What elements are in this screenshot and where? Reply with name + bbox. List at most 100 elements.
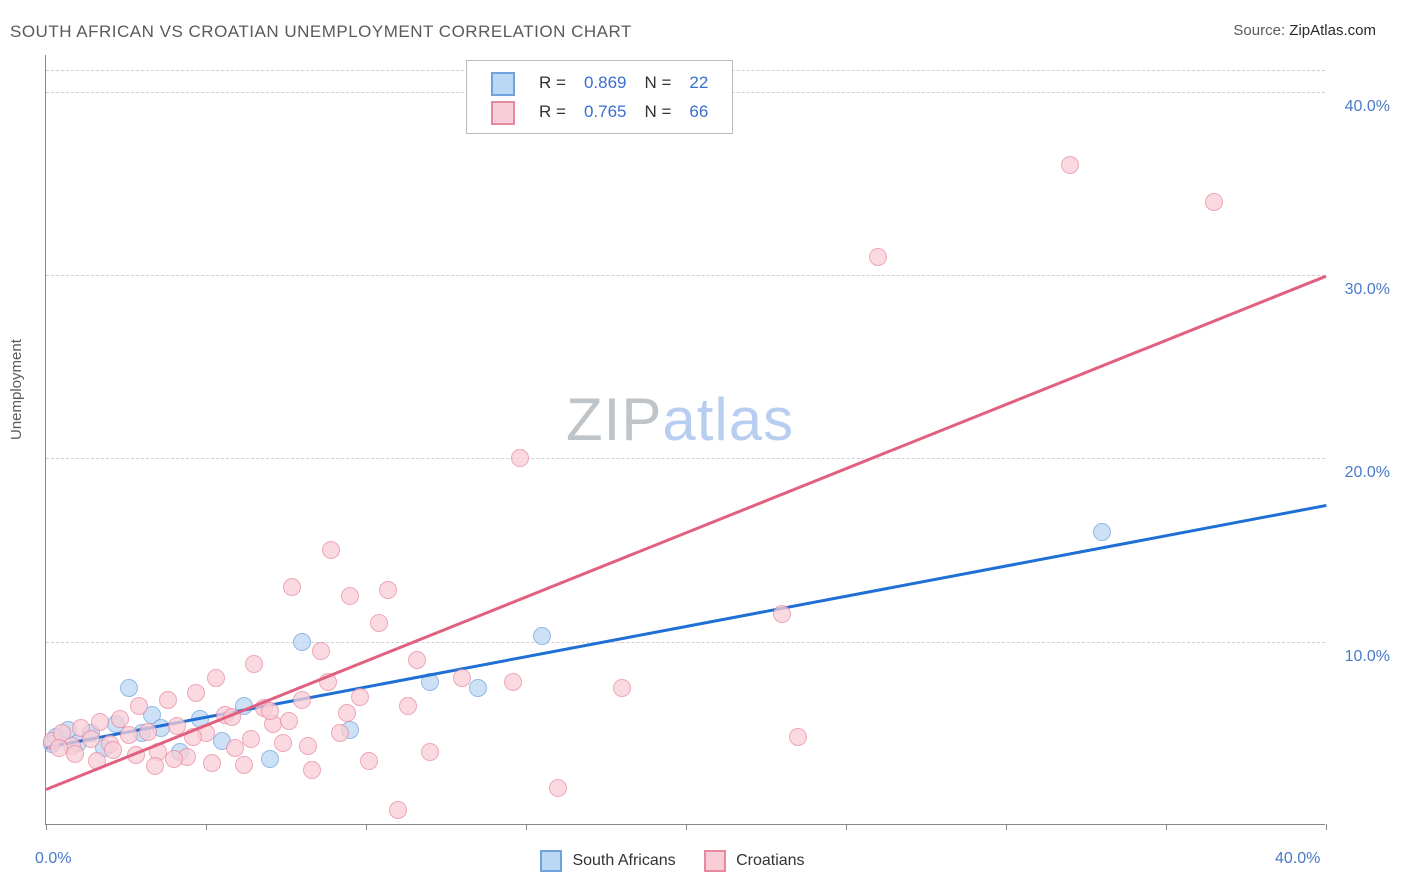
- data-point: [293, 633, 311, 651]
- data-point: [130, 697, 148, 715]
- legend-n-value: 66: [681, 98, 716, 125]
- data-point: [187, 684, 205, 702]
- watermark-zip: ZIP: [566, 386, 662, 453]
- x-tick-mark: [1166, 824, 1167, 830]
- data-point: [421, 743, 439, 761]
- legend-r-value: 0.765: [576, 98, 635, 125]
- data-point: [66, 745, 84, 763]
- gridline: [46, 458, 1325, 459]
- legend-swatch: [540, 850, 562, 872]
- data-point: [338, 704, 356, 722]
- data-point: [261, 750, 279, 768]
- source-label: Source: ZipAtlas.com: [1233, 22, 1376, 39]
- data-point: [91, 713, 109, 731]
- chart-title: SOUTH AFRICAN VS CROATIAN UNEMPLOYMENT C…: [10, 22, 632, 42]
- legend-n-label: N =: [636, 98, 679, 125]
- legend-series: South Africans Croatians: [540, 850, 833, 872]
- data-point: [1093, 523, 1111, 541]
- gridline: [46, 642, 1325, 643]
- data-point: [235, 756, 253, 774]
- data-point: [280, 712, 298, 730]
- legend-item: South Africans: [540, 852, 676, 869]
- legend-row: R =0.765N =66: [483, 98, 716, 125]
- data-point: [322, 541, 340, 559]
- legend-item-label: South Africans: [572, 852, 675, 869]
- data-point: [399, 697, 417, 715]
- legend-r-label: R =: [531, 98, 574, 125]
- y-axis-title: Unemployment: [8, 339, 25, 440]
- data-point: [1061, 156, 1079, 174]
- x-tick-mark: [1326, 824, 1327, 830]
- data-point: [389, 801, 407, 819]
- data-point: [351, 688, 369, 706]
- x-tick-mark: [206, 824, 207, 830]
- x-tick-mark: [846, 824, 847, 830]
- data-point: [504, 673, 522, 691]
- x-tick-mark: [526, 824, 527, 830]
- data-point: [159, 691, 177, 709]
- data-point: [120, 679, 138, 697]
- y-tick-label: 40.0%: [1345, 98, 1390, 116]
- data-point: [104, 741, 122, 759]
- y-tick-label: 30.0%: [1345, 281, 1390, 299]
- legend-swatch: [491, 101, 515, 125]
- watermark-atlas: atlas: [662, 386, 794, 453]
- legend-n-value: 22: [681, 69, 716, 96]
- data-point: [453, 669, 471, 687]
- data-point: [274, 734, 292, 752]
- data-point: [370, 614, 388, 632]
- data-point: [549, 779, 567, 797]
- x-tick-mark: [366, 824, 367, 830]
- data-point: [789, 728, 807, 746]
- data-point: [203, 754, 221, 772]
- legend-r-label: R =: [531, 69, 574, 96]
- data-point: [82, 730, 100, 748]
- data-point: [245, 655, 263, 673]
- data-point: [1205, 193, 1223, 211]
- data-point: [360, 752, 378, 770]
- watermark: ZIPatlas: [566, 385, 794, 454]
- data-point: [773, 605, 791, 623]
- legend-correlation: R =0.869N =22R =0.765N =66: [466, 60, 733, 134]
- data-point: [111, 710, 129, 728]
- x-tick-mark: [46, 824, 47, 830]
- data-point: [469, 679, 487, 697]
- data-point: [408, 651, 426, 669]
- data-point: [261, 702, 279, 720]
- data-point: [869, 248, 887, 266]
- data-point: [120, 726, 138, 744]
- data-point: [242, 730, 260, 748]
- legend-row: R =0.869N =22: [483, 69, 716, 96]
- y-tick-label: 10.0%: [1345, 648, 1390, 666]
- legend-r-value: 0.869: [576, 69, 635, 96]
- x-tick-mark: [1006, 824, 1007, 830]
- data-point: [146, 757, 164, 775]
- x-tick-mark: [686, 824, 687, 830]
- data-point: [293, 691, 311, 709]
- trend-line: [46, 275, 1327, 791]
- data-point: [139, 723, 157, 741]
- data-point: [533, 627, 551, 645]
- data-point: [613, 679, 631, 697]
- data-point: [341, 587, 359, 605]
- data-point: [207, 669, 225, 687]
- scatter-plot: ZIPatlas R =0.869N =22R =0.765N =66 10.0…: [45, 55, 1325, 825]
- data-point: [511, 449, 529, 467]
- data-point: [331, 724, 349, 742]
- data-point: [312, 642, 330, 660]
- data-point: [283, 578, 301, 596]
- source-name: ZipAtlas.com: [1289, 22, 1376, 39]
- x-tick-label: 40.0%: [1275, 850, 1320, 868]
- legend-item-label: Croatians: [736, 852, 804, 869]
- legend-swatch: [491, 72, 515, 96]
- data-point: [303, 761, 321, 779]
- x-tick-label: 0.0%: [35, 850, 71, 868]
- legend-item: Croatians: [704, 852, 805, 869]
- legend-table: R =0.869N =22R =0.765N =66: [481, 67, 718, 127]
- y-tick-label: 20.0%: [1345, 464, 1390, 482]
- data-point: [226, 739, 244, 757]
- data-point: [165, 750, 183, 768]
- data-point: [379, 581, 397, 599]
- gridline: [46, 275, 1325, 276]
- source-prefix: Source:: [1233, 22, 1289, 39]
